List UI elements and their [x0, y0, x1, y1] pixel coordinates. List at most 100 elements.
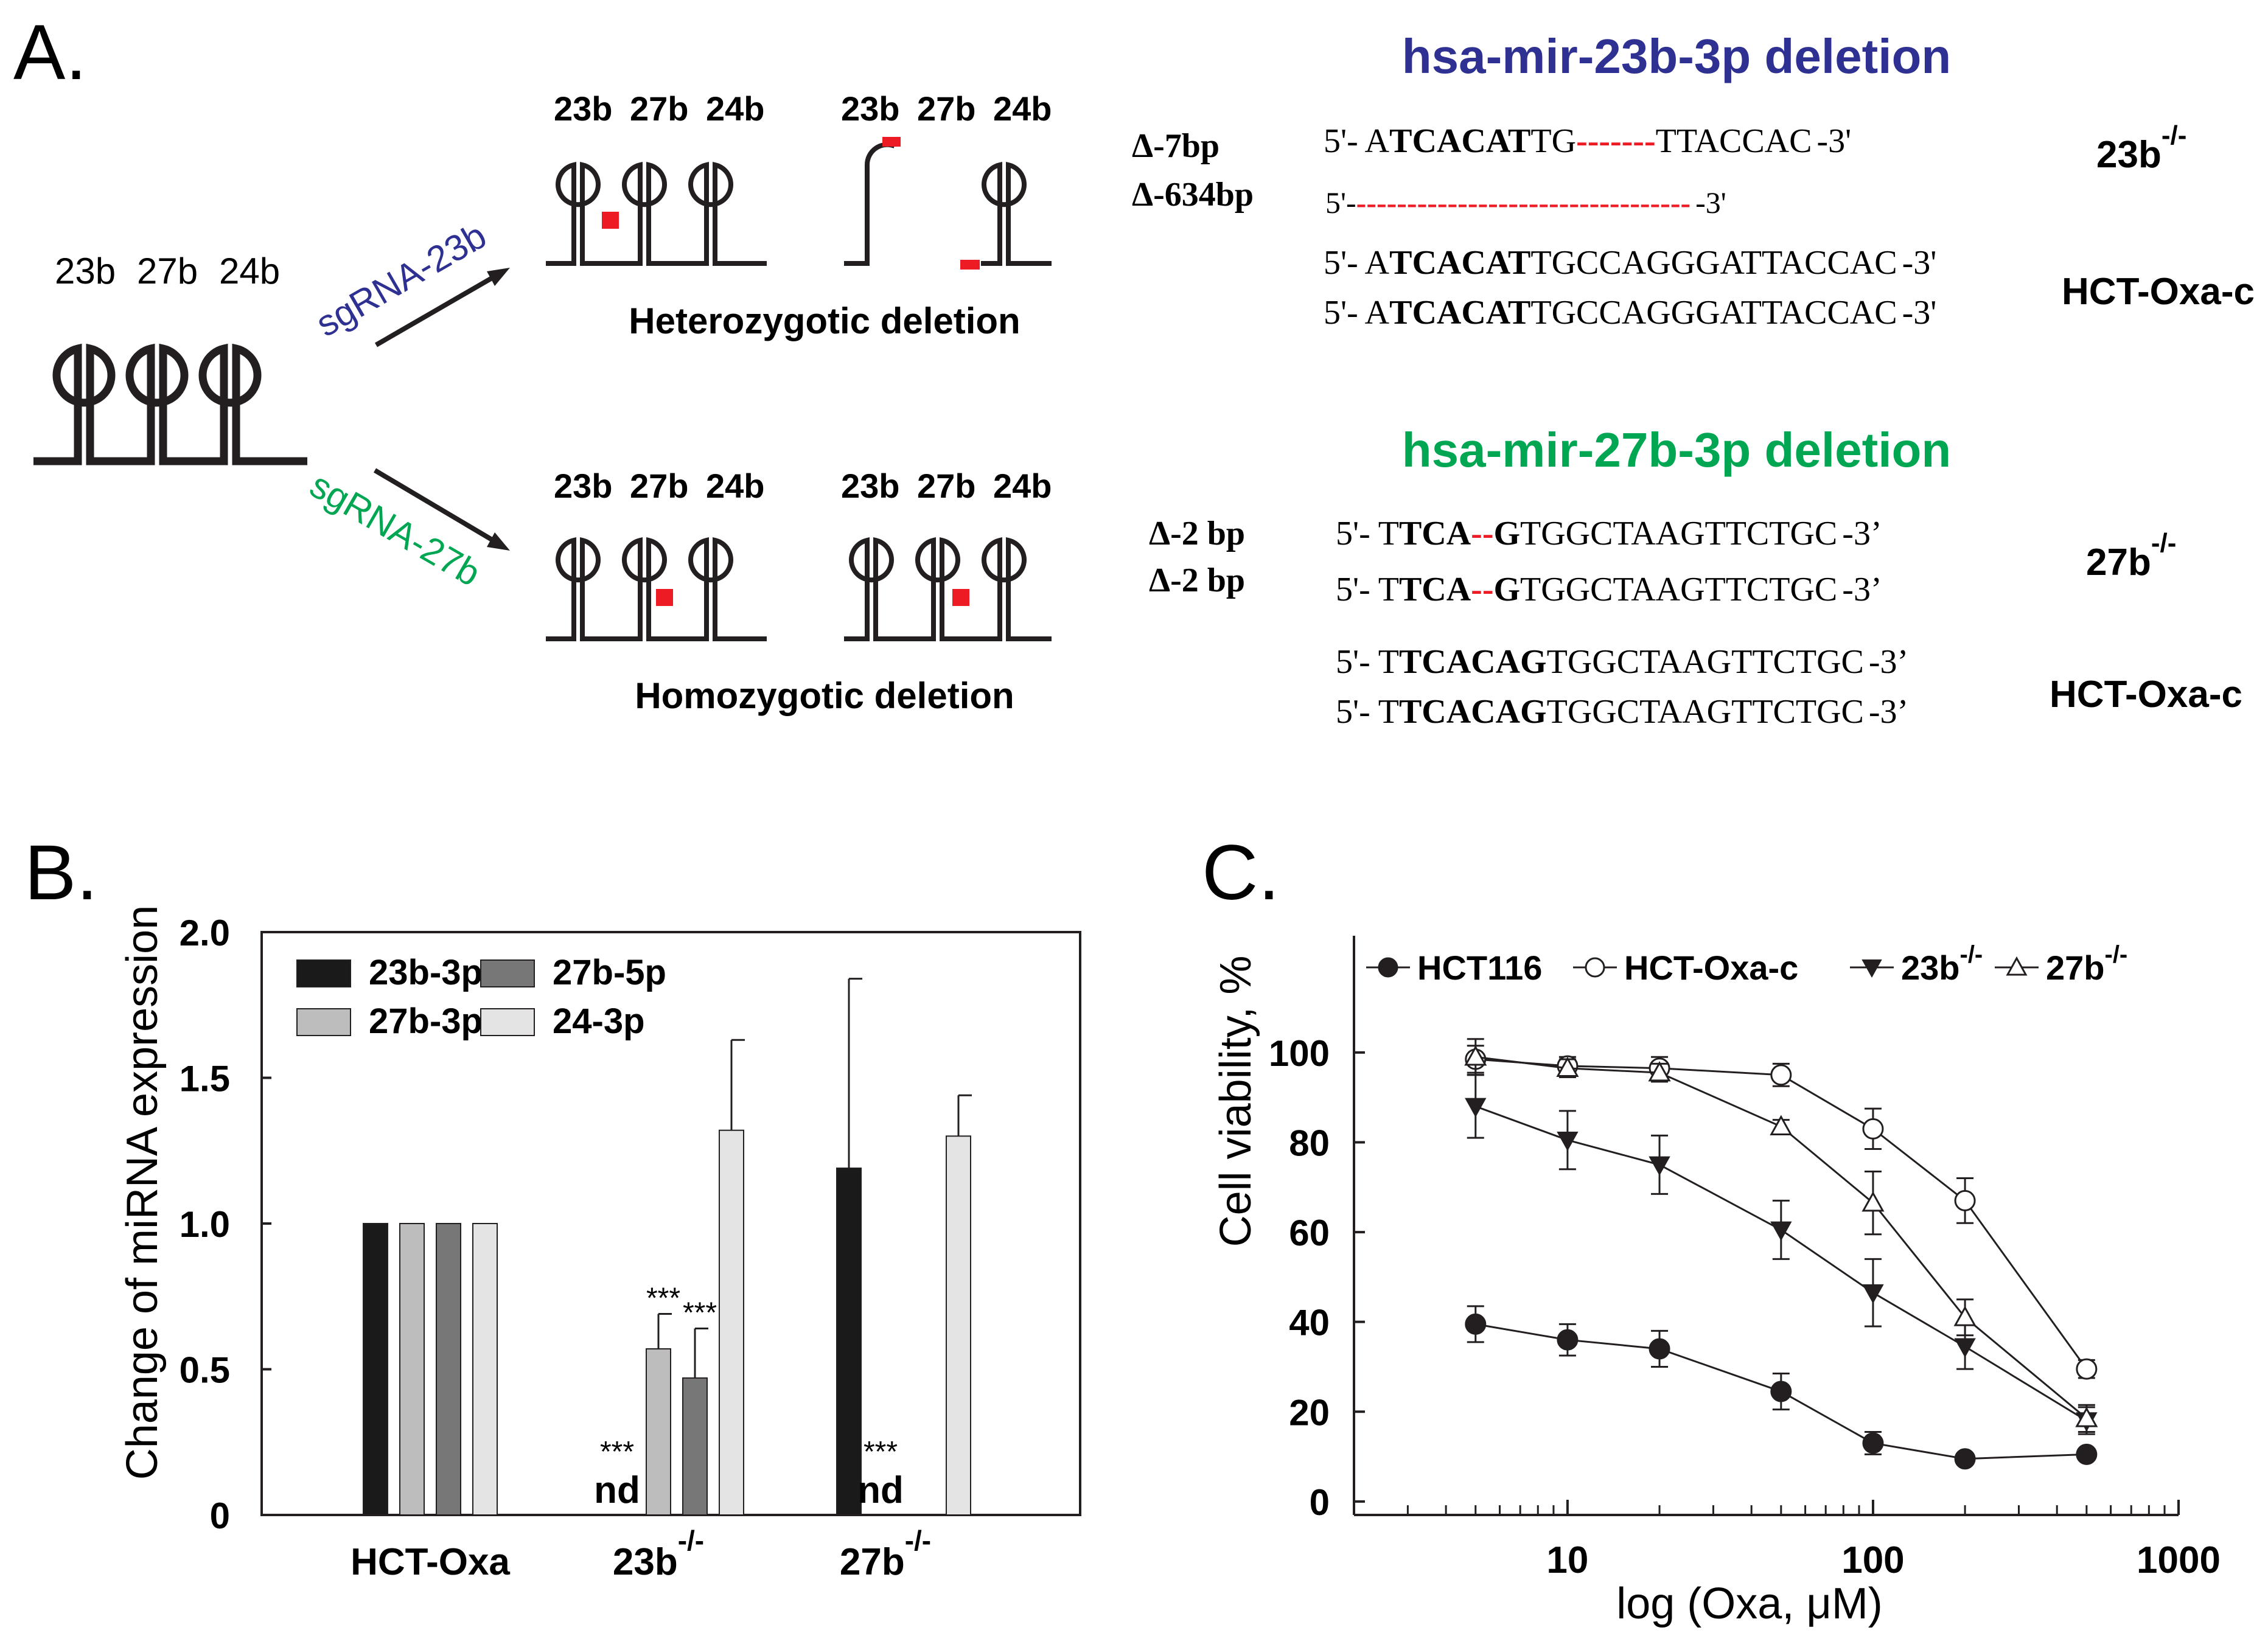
chart-c-xtick-label: 10 [1546, 1539, 1588, 1581]
het1-label-24b: 24b [706, 89, 765, 128]
mir23-row-3-bold: TCACAT [1389, 294, 1530, 332]
chart-c-point [1770, 1064, 1792, 1086]
chart-b-y-ticks: 0 0.5 1.0 1.5 2.0 [180, 913, 271, 1536]
mir23-row-0-after: TG [1530, 122, 1576, 160]
het2-label-27b: 27b [917, 89, 976, 128]
chart-c-ylabel: Cell viability, % [1212, 956, 1260, 1247]
chart-c-xlabel: log (Oxa, μM) [1616, 1579, 1883, 1628]
arrow-head-27b [487, 532, 510, 551]
chart-c-legend-label-base: 23b [1901, 949, 1960, 987]
mir27-title: hsa-mir-27b-3p deletion [1402, 423, 1951, 477]
chart-b-significance: *** [646, 1282, 680, 1314]
mir23-row-2-prefix: 5'- A [1324, 244, 1390, 282]
mir23-row-2-after: TGCCAGGGATTACCAC [1530, 244, 1897, 282]
mir27-row-3-bold: TCACAG [1399, 693, 1547, 731]
chart-c-ytick-label: 100 [1269, 1033, 1330, 1074]
chart-c-legend-label: 27b-/- [2046, 941, 2127, 987]
chart-b-bar [836, 1167, 862, 1516]
hom-allele-2: 23b 27b 24b [841, 467, 1052, 641]
mir27-row-3: 5'- TTCACAGTGGCTAAGTTCTGC -3’ [1336, 693, 1908, 731]
chart-c-point [1770, 1115, 1793, 1135]
chart-c-point [2076, 1443, 2098, 1465]
control-label-27b: HCT-Oxa-c [2050, 674, 2242, 716]
wildtype-cluster: 23b 27b 24b [33, 251, 307, 465]
het1-hairpins [546, 162, 767, 266]
chart-c-point [2076, 1358, 2098, 1380]
chart-c-legend-label-base: HCT116 [1417, 949, 1542, 987]
het1-label-27b: 27b [630, 89, 689, 128]
mir27-row-1-seq: 5'- TTCA--GTGGCTAAGTTCTGC -3’ [1336, 571, 1882, 608]
guide-label-23b: sgRNA-23b [309, 215, 493, 344]
hom-allele-1: 23b 27b 24b [546, 467, 767, 641]
mir27-row-2-prefix: 5'- T [1336, 643, 1399, 681]
genotype-27b-sup: -/- [2151, 528, 2177, 558]
mir27-row-2-rest: TGGCTAAGTTCTGC [1547, 643, 1864, 681]
mir23-row-1-prefix: 5'- [1325, 186, 1356, 220]
chart-b-legend-label: 27b-3p [369, 1001, 483, 1041]
chart-c-ytick-label: 40 [1289, 1303, 1330, 1343]
chart-c-legend-label-base: HCT-Oxa-c [1624, 949, 1798, 987]
chart-c-legend-label-sup: -/- [2105, 941, 2128, 968]
chart-c-ytick-label: 80 [1289, 1123, 1330, 1163]
mir23-row-0-suffix: -3' [1816, 122, 1851, 160]
hom2-label-27b: 27b [917, 467, 976, 505]
chart-c-legend-marker [2006, 956, 2028, 976]
chart-b-x-labels: HCT-Oxa 23b-/-27b-/- [351, 1525, 931, 1583]
chart-b-bar [363, 1223, 388, 1516]
mir23-row-1-left: Δ-634bp [1132, 176, 1254, 214]
chart-c-point [1648, 1060, 1671, 1082]
chart-c-xtick-label: 1000 [2137, 1539, 2221, 1581]
chart-c-point [1465, 1098, 1487, 1118]
chart-b-bars: ***nd***nd*** *** [363, 978, 972, 1516]
het-label: Heterozygotic deletion [629, 301, 1020, 341]
mir27-row-0-seq: 5'- TTCA--GTGGCTAAGTTCTGC -3’ [1336, 515, 1882, 552]
mir27-row-1-left: Δ-2 bp [1149, 562, 1245, 599]
chart-b-ytick-label: 0.5 [180, 1350, 230, 1391]
hom2-label-24b: 24b [993, 467, 1052, 505]
chart-b-group-label-base: HCT-Oxa [351, 1541, 510, 1583]
chart-b-ytick-label: 2.0 [180, 913, 230, 953]
hom1-label-23b: 23b [554, 467, 613, 505]
chart-b-bar [646, 1348, 671, 1516]
het2-label-24b: 24b [993, 89, 1052, 128]
panel-c-label: C. [1202, 829, 1280, 916]
mir27-row-0-suffix: -3’ [1842, 515, 1882, 552]
mir27-row-1-prefix: 5'- T [1336, 571, 1399, 608]
chart-b-legend-label: 27b-5p [553, 953, 666, 992]
mir27-row-1-suffix: -3’ [1842, 571, 1882, 608]
chart-c-point [1954, 1338, 1976, 1358]
chart-b-significance: *** [600, 1436, 634, 1468]
chart-b-legend-swatch [480, 1008, 535, 1036]
chart-c-point [1557, 1131, 1579, 1151]
hom-label: Homozygotic deletion [635, 675, 1014, 716]
hom2-label-23b: 23b [841, 467, 900, 505]
panel-a: A. 23b 27b 24b sgRNA-23b sgRNA-27b 23b 2… [13, 9, 2255, 731]
chart-c-point [1954, 1448, 1976, 1470]
chart-c-legend: HCT116 HCT-Oxa-c 23b -/- 27b-/- [1366, 941, 2127, 987]
mir23-row-0-left: Δ-7bp [1132, 127, 1219, 165]
chart-c-legend-marker [1862, 959, 1882, 978]
mir23-row-0-bold: TCACAT [1389, 122, 1530, 160]
mir27-row-0-bold: TCA [1399, 515, 1471, 552]
mir27-row-0-gap: -- [1471, 515, 1493, 552]
chart-c-point [1556, 1056, 1579, 1078]
panel-b: B. Change of miRNA expression 0 0.5 1.0 1.5… [24, 829, 1081, 1583]
chart-b-group-label-base: 23b [613, 1541, 678, 1583]
chart-c-legend-marker [1585, 957, 1605, 978]
panel-c: C. Cell viability, % log (Oxa, μM) 0 20 40… [1202, 829, 2221, 1628]
chart-b-group-label-sup: -/- [678, 1525, 704, 1556]
chart-c-legend-marker [1378, 957, 1398, 978]
chart-c-point [1953, 1306, 1977, 1326]
mir27-row-1-bold: TCA [1399, 571, 1471, 608]
mir27-row-3-prefix: 5'- T [1336, 693, 1399, 731]
het2-deletion-mark-bottom [960, 260, 980, 270]
mir23-row-1-seq: 5'---------------------------------- -3' [1325, 186, 1726, 220]
chart-b-bar [719, 1129, 744, 1516]
het1-deletion-mark [602, 212, 619, 229]
chart-c-legend-label-base: 27b [2046, 949, 2105, 987]
mir27-row-2-seq: 5'- TTCACAGTGGCTAAGTTCTGC -3’ [1336, 643, 1908, 681]
mir23-row-0-rest: TTACCAC [1656, 122, 1812, 160]
chart-b-ylabel: Change of miRNA expression [118, 905, 167, 1480]
genotype-27b-base: 27b [2086, 541, 2151, 583]
